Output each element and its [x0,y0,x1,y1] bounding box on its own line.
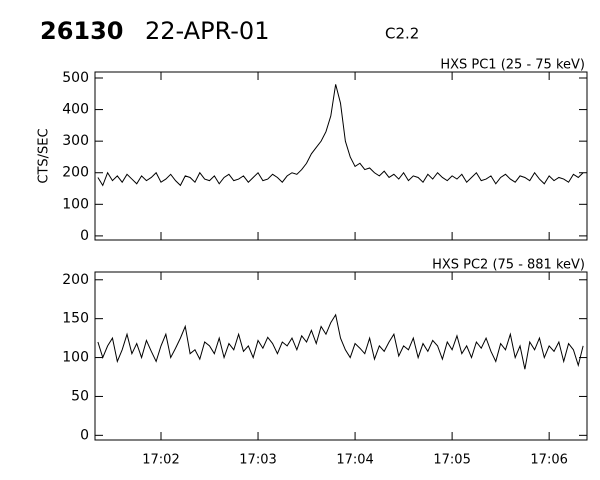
y-tick-label: 300 [62,133,89,149]
x-tick-label: 17:06 [530,453,567,468]
event-date: 22-APR-01 [145,17,269,45]
y-tick-label: 50 [71,388,89,404]
x-tick-label: 17:02 [142,453,179,468]
y-tick-label: 0 [80,228,89,244]
flare-class: C2.2 [385,25,419,43]
x-tick-label: 17:05 [433,453,470,468]
y-tick-label: 150 [62,311,89,327]
y-tick-label: 100 [62,350,89,366]
y-tick-label: 200 [62,272,89,288]
panel-title: HXS PC2 (75 - 881 keV) [432,258,585,273]
y-tick-label: 100 [62,196,89,212]
plot-frame [94,71,588,241]
plot-frame [94,271,588,441]
y-tick-label: 400 [62,102,89,118]
data-line [97,313,584,370]
data-line [97,84,584,187]
y-tick-label: 0 [80,427,89,443]
panel-title: HXS PC1 (25 - 75 keV) [440,58,585,73]
y-tick-label: 200 [62,165,89,181]
event-id: 26130 [40,17,124,45]
x-tick-label: 17:03 [239,453,276,468]
x-tick-label: 17:04 [336,453,373,468]
y-axis-label: CTS/SEC [37,128,52,183]
y-tick-label: 500 [62,70,89,86]
